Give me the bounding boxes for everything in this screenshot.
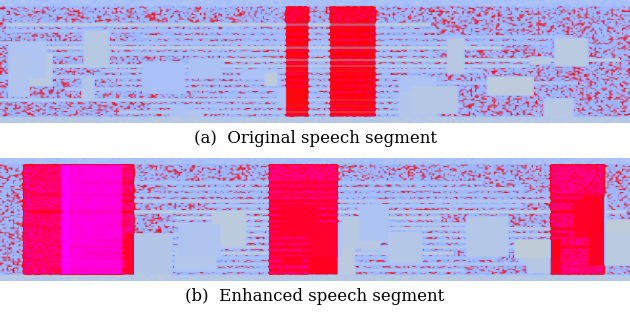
Text: (b)  Enhanced speech segment: (b) Enhanced speech segment bbox=[185, 288, 445, 305]
Text: (a)  Original speech segment: (a) Original speech segment bbox=[193, 130, 437, 147]
